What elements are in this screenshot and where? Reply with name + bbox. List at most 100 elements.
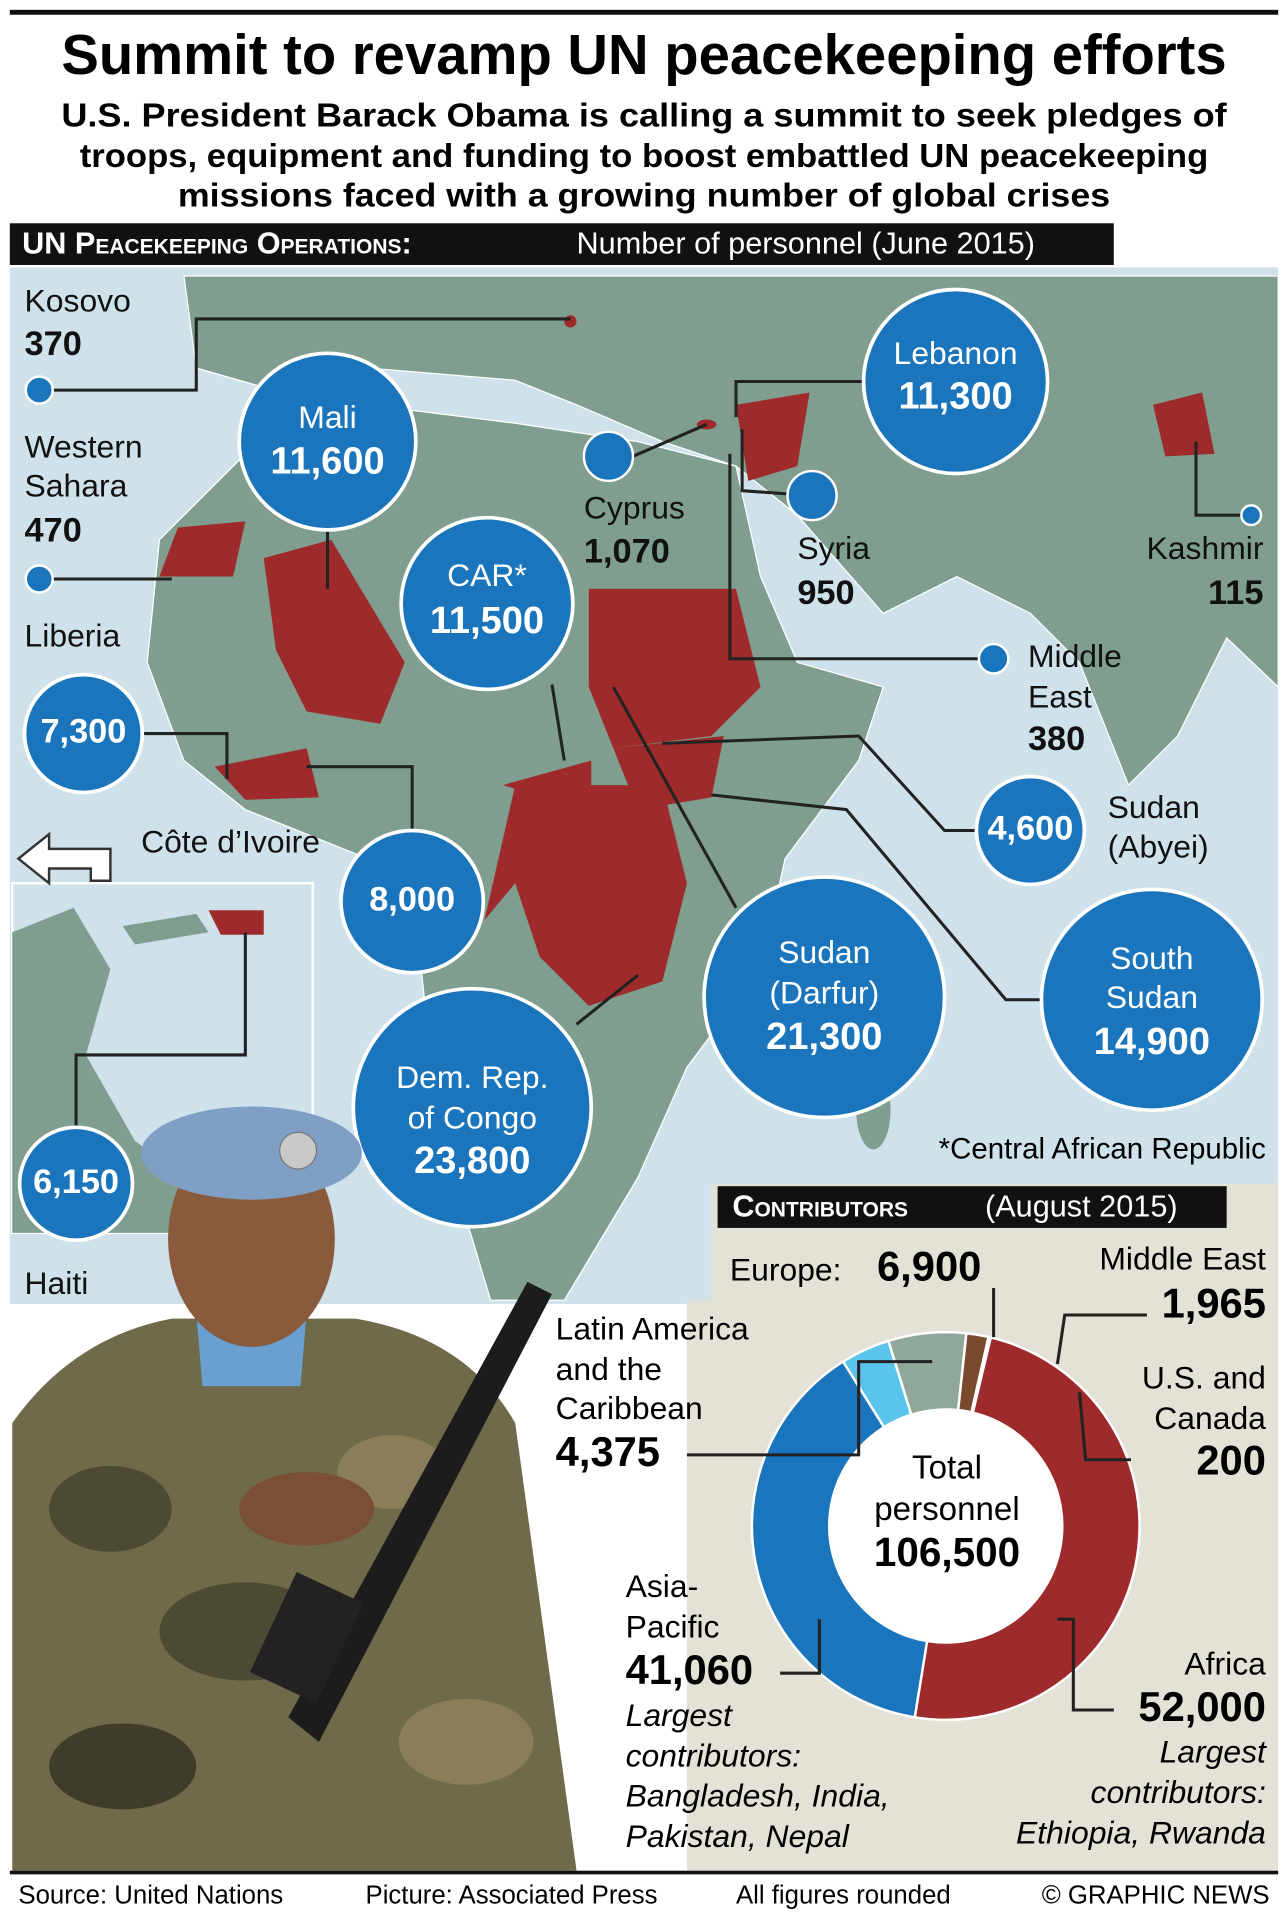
mission-marker <box>399 515 575 692</box>
center-label: Total <box>912 1449 982 1486</box>
footnote: *Central African Republic <box>939 1132 1266 1165</box>
contributors-bar <box>717 1186 1227 1228</box>
mission-area <box>588 588 761 749</box>
section-bar <box>9 223 1114 265</box>
mission-personnel: 11,500 <box>430 600 544 642</box>
bottom-rule <box>9 1870 1279 1875</box>
mission-area <box>736 392 810 481</box>
mission-personnel: 370 <box>25 325 82 363</box>
mission-marker <box>1240 504 1263 527</box>
category-note: Largest <box>1160 1734 1267 1770</box>
category-label: Caribbean <box>556 1390 703 1426</box>
category-label: Europe: <box>730 1251 842 1287</box>
mission-name: (Darfur) <box>769 974 879 1010</box>
footer-source: Source: United Nations <box>18 1881 283 1909</box>
value-label: 1,965 <box>1162 1279 1266 1326</box>
category-label: and the <box>556 1351 662 1387</box>
value-label: 200 <box>1196 1436 1266 1483</box>
mission-marker <box>351 986 594 1229</box>
mission-name: Sudan <box>778 934 870 970</box>
category-note: contributors: <box>626 1737 801 1773</box>
category-label: Pacific <box>626 1608 720 1644</box>
mission-personnel: 14,900 <box>1094 1021 1210 1063</box>
mission-marker <box>974 774 1087 887</box>
mission-area <box>613 736 724 810</box>
mission-personnel: 115 <box>1208 574 1263 612</box>
mission-name: Kosovo <box>25 282 131 318</box>
subtitle: U.S. President Barack Obama is calling a… <box>61 98 1227 135</box>
map: Kosovo 370 Western Sahara 470 Liberia 7,300 Côt… <box>9 267 1279 1304</box>
mission-name: Sahara <box>25 468 128 504</box>
mission-marker <box>582 430 635 483</box>
contributors-title: Contributors <box>732 1189 908 1223</box>
mission-area <box>502 760 592 813</box>
mission-marker <box>339 828 486 975</box>
mission-area <box>1153 392 1215 457</box>
category-note: contributors: <box>1091 1774 1266 1810</box>
center-total: 106,500 <box>874 1529 1020 1575</box>
subtitle: missions faced with a growing number of … <box>178 177 1110 214</box>
category-label: Africa <box>1184 1645 1266 1681</box>
mission-personnel: 380 <box>1028 720 1085 758</box>
value-label: 4,375 <box>556 1428 660 1475</box>
category-label: U.S. and <box>1142 1359 1266 1395</box>
land-cuba <box>122 913 209 945</box>
mission-name: Liberia <box>25 617 121 653</box>
mission-personnel: 4,600 <box>987 810 1073 848</box>
mission-personnel: 11,300 <box>898 376 1012 418</box>
category-label: Canada <box>1154 1400 1266 1436</box>
mission-name: Western <box>25 428 143 464</box>
mission-marker <box>977 642 1010 675</box>
value-label: 6,900 <box>877 1243 981 1290</box>
top-rule <box>9 9 1279 15</box>
mission-personnel: 23,800 <box>414 1140 530 1182</box>
mission-area <box>564 315 577 328</box>
mission-name: Sudan <box>1108 789 1200 825</box>
mission-personnel: 7,300 <box>40 713 126 751</box>
mission-personnel: 1,070 <box>584 532 670 570</box>
subtitle: troops, equipment and funding to boost e… <box>80 138 1209 175</box>
section-heading-note: Number of personnel (June 2015) <box>577 226 1035 260</box>
mission-marker <box>17 1125 135 1243</box>
value-label: 41,060 <box>626 1646 754 1693</box>
mission-name: Syria <box>797 530 870 566</box>
donut-segment <box>750 1359 929 1719</box>
mission-area <box>208 910 264 935</box>
mission-name: Sudan <box>1106 979 1198 1015</box>
category-note: Largest <box>626 1697 733 1733</box>
mission-marker <box>786 469 838 522</box>
mission-name: Mali <box>298 399 356 435</box>
mission-area <box>159 521 246 577</box>
mission-marker <box>702 875 947 1120</box>
center-label: personnel <box>874 1491 1019 1528</box>
soldier-photo <box>12 1106 577 1871</box>
category-note: Pakistan, Nepal <box>626 1818 850 1854</box>
missions: Kosovo 370 Western Sahara 470 Liberia 7,300 Côt… <box>17 282 1265 1301</box>
mission-name: of Congo <box>408 1099 537 1135</box>
category-label: Middle East <box>1099 1240 1266 1276</box>
mission-name: Kashmir <box>1147 530 1264 566</box>
category-label: Latin America <box>556 1310 749 1346</box>
footer-picture: Picture: Associated Press <box>366 1881 658 1909</box>
mission-personnel: 6,150 <box>33 1163 119 1201</box>
leader-lines <box>39 317 1252 1128</box>
contributors-subtitle: (August 2015) <box>985 1189 1178 1223</box>
mission-name: Dem. Rep. <box>396 1059 548 1095</box>
category-note: Ethiopia, Rwanda <box>1016 1815 1266 1851</box>
mission-personnel: 11,600 <box>270 441 384 483</box>
footer-credit: © GRAPHIC NEWS <box>1042 1881 1270 1909</box>
footer-note: All figures rounded <box>736 1881 951 1909</box>
mission-marker <box>24 564 54 594</box>
mission-name: Haiti <box>25 1265 89 1301</box>
mission-area <box>263 539 405 724</box>
category-note: Bangladesh, India, <box>626 1778 890 1814</box>
mission-name: Cyprus <box>584 490 685 526</box>
mission-name: South <box>1110 940 1193 976</box>
donut-leaders <box>686 1288 1147 1712</box>
mission-marker <box>861 287 1050 476</box>
mission-personnel: 21,300 <box>766 1016 882 1058</box>
mission-marker <box>22 672 145 795</box>
section-heading: UN Peacekeeping Operations: <box>22 226 412 260</box>
mission-area <box>484 785 687 1006</box>
